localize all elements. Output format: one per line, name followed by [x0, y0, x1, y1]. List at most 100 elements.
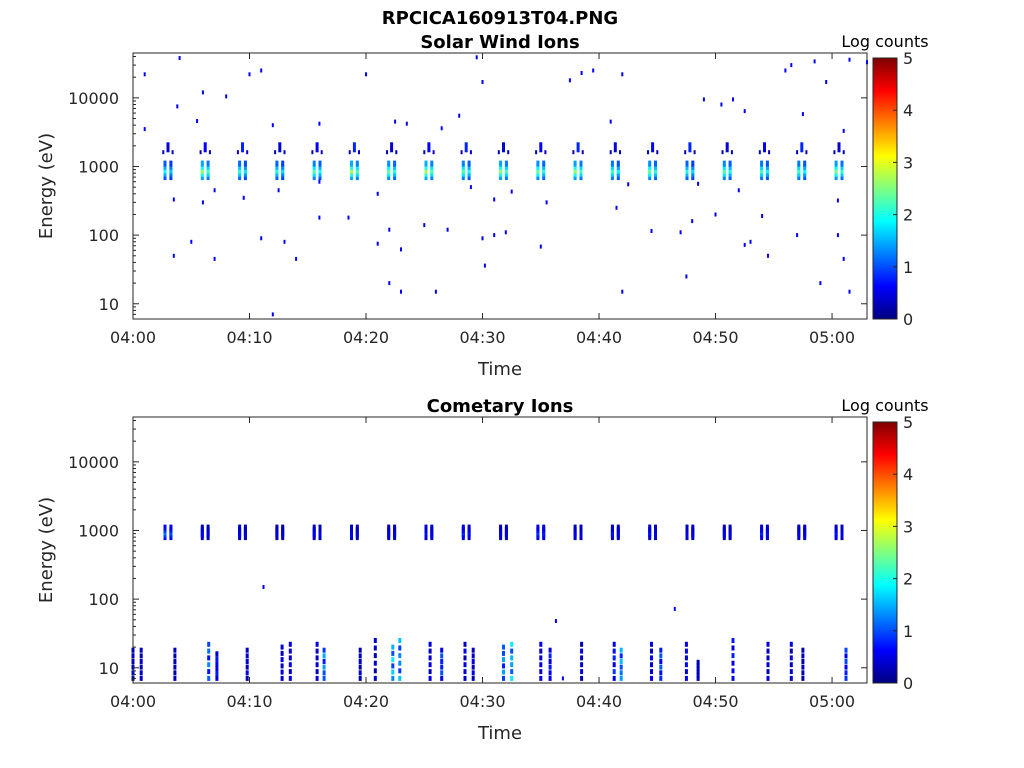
heatmap-cell	[619, 150, 621, 155]
heatmap-cell	[800, 142, 804, 153]
heatmap-cell	[471, 664, 475, 670]
heatmap-cell	[728, 160, 732, 167]
colorbar-tick-label: 1	[903, 258, 913, 277]
heatmap-cell	[696, 669, 700, 675]
heatmap-cell	[502, 657, 505, 663]
heatmap-cell	[790, 63, 793, 68]
heatmap-cell	[271, 312, 274, 317]
heatmap-cell	[728, 164, 732, 170]
heatmap-cell	[275, 164, 279, 170]
heatmap-cells	[143, 55, 868, 317]
heatmap-cell	[365, 72, 367, 77]
heatmap-cell	[463, 648, 467, 654]
heatmap-cell	[619, 670, 623, 676]
heatmap-cell	[539, 655, 543, 661]
heatmap-cell	[163, 170, 167, 177]
heatmap-cell	[162, 150, 165, 155]
heatmap-cell	[684, 150, 687, 155]
heatmap-cell	[424, 174, 428, 181]
colorbar-tick-label: 1	[903, 622, 913, 641]
heatmap-cell	[499, 160, 503, 167]
heatmap-cell	[504, 167, 508, 174]
heatmap-cell	[654, 164, 657, 170]
heatmap-cell	[813, 59, 816, 64]
heatmap-cell	[461, 170, 465, 177]
heatmap-cell	[315, 662, 319, 668]
heatmap-cell	[619, 653, 623, 659]
heatmap-cell	[440, 664, 444, 670]
heatmap-cell	[169, 524, 173, 531]
heatmap-cell	[797, 174, 801, 181]
heatmap-cell	[579, 170, 583, 177]
heatmap-cell	[387, 170, 391, 177]
heatmap-cell	[697, 181, 700, 186]
heatmap-cell	[722, 174, 726, 181]
heatmap-cell	[765, 160, 769, 167]
heatmap-cell	[743, 242, 746, 247]
heatmap-cell	[434, 289, 437, 294]
heatmap-cell	[318, 170, 322, 177]
heatmap-cell	[318, 160, 322, 167]
x-tick-label: 04:30	[459, 692, 505, 711]
heatmap-cell	[834, 524, 838, 531]
heatmap-cell	[732, 97, 734, 102]
heatmap-cell	[387, 524, 391, 531]
heatmap-cell	[612, 675, 616, 681]
heatmap-cell	[463, 675, 467, 681]
heatmap-cell	[840, 167, 844, 174]
heatmap-cell	[275, 174, 279, 181]
heatmap-cell	[475, 55, 478, 60]
heatmap-cell	[580, 669, 584, 675]
heatmap-cell	[131, 664, 135, 670]
heatmap-cell	[467, 167, 471, 174]
heatmap-cell	[275, 160, 279, 167]
heatmap-cell	[610, 170, 614, 177]
heatmap-cell	[245, 664, 249, 670]
heatmap-cell	[260, 68, 263, 73]
heatmap-cell	[801, 670, 805, 676]
heatmap-cell	[430, 170, 434, 177]
heatmap-cell	[619, 659, 623, 664]
heatmap-cell	[696, 659, 700, 665]
heatmap-cell	[446, 227, 449, 232]
heatmap-cell	[539, 675, 543, 681]
heatmap-cell	[206, 174, 210, 181]
heatmap-cell	[131, 647, 135, 653]
heatmap-cell	[784, 68, 787, 73]
heatmap-cell	[350, 164, 353, 170]
heatmap-cell	[139, 659, 143, 664]
heatmap-cell	[758, 150, 761, 155]
heatmap-cell	[275, 170, 279, 177]
heatmap-cell	[731, 660, 735, 666]
heatmap-cell	[691, 174, 695, 181]
heatmap-cell	[659, 670, 663, 676]
heatmap-cell	[659, 675, 663, 681]
heatmap-cell	[376, 191, 379, 196]
heatmap-cell	[656, 150, 659, 155]
heatmap-cell	[542, 160, 546, 167]
heatmap-cell	[836, 198, 839, 203]
heatmap-cell	[688, 142, 692, 153]
heatmap-cell	[610, 524, 614, 531]
heatmap-cell	[696, 675, 700, 681]
heatmap-cell	[463, 641, 467, 647]
heatmap-cell	[169, 164, 173, 170]
heatmap-cell	[172, 197, 175, 202]
heatmap-cell	[766, 641, 770, 647]
heatmap-cell	[280, 657, 284, 663]
heatmap-cell	[274, 150, 277, 155]
heatmap-cell	[580, 662, 584, 668]
colorbar-ticks: 0 1 2 3 4 5	[893, 413, 913, 693]
heatmap-cell	[388, 227, 391, 232]
heatmap-cell	[760, 524, 764, 531]
x-tick-label: 04:20	[343, 328, 389, 347]
heatmap-cell	[684, 641, 688, 647]
heatmap-cell	[801, 664, 805, 670]
heatmap-cell	[654, 160, 657, 167]
heatmap-cell	[461, 524, 465, 531]
heatmap-cell	[659, 647, 663, 653]
heatmap-cell	[691, 524, 695, 531]
heatmap-cell	[613, 142, 617, 153]
heatmap-cell	[691, 219, 694, 224]
heatmap-cell	[647, 150, 649, 155]
